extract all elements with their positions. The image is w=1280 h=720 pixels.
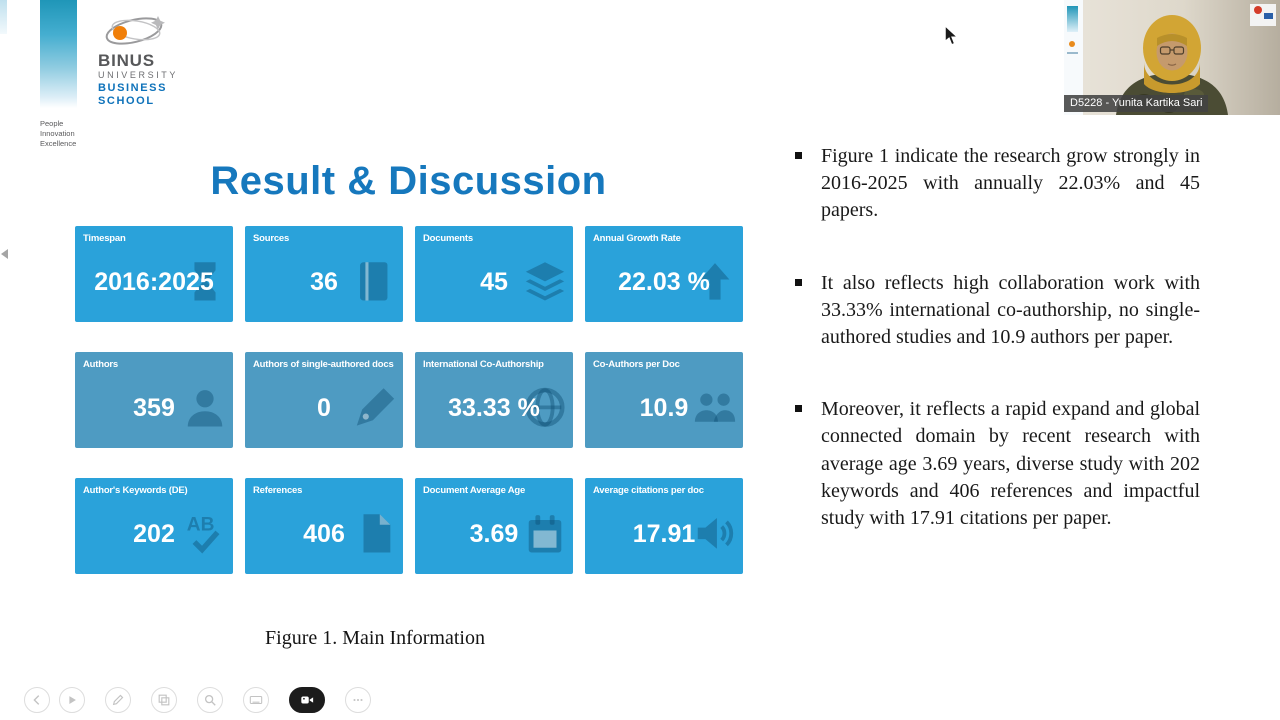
slide-gradient-strip bbox=[40, 0, 77, 108]
stat-card-label: Timespan bbox=[83, 233, 126, 244]
note-bullet-1: Figure 1 indicate the research grow stro… bbox=[793, 143, 1200, 225]
figure-caption: Figure 1. Main Information bbox=[265, 627, 485, 649]
note-bullet-3: Moreover, it reflects a rapid expand and… bbox=[793, 396, 1200, 532]
copy-button[interactable] bbox=[151, 687, 177, 713]
search-button[interactable] bbox=[197, 687, 223, 713]
stat-card-label: Document Average Age bbox=[423, 485, 526, 496]
stat-card-label: Annual Growth Rate bbox=[593, 233, 681, 244]
camera-button[interactable] bbox=[289, 687, 325, 713]
pen-nib-icon bbox=[352, 384, 398, 430]
stat-card-label: Authors of single-authored docs bbox=[253, 359, 394, 370]
logo-text-university: UNIVERSITY bbox=[98, 69, 179, 80]
corner-decoration bbox=[0, 0, 7, 34]
tagline-people: People bbox=[40, 119, 64, 128]
stat-card-label: Average citations per doc bbox=[593, 485, 704, 496]
stat-card-documents: Documents 45 bbox=[415, 226, 573, 322]
webcam-tile[interactable]: D5228 - Yunita Kartika Sari bbox=[1064, 0, 1280, 115]
stat-card-value: 359 bbox=[133, 394, 175, 422]
orbit-logo-icon bbox=[105, 16, 165, 45]
arrow-up-icon bbox=[692, 258, 738, 304]
main-information-grid: Timespan 2016:2025 Sources 36 Documents … bbox=[75, 226, 743, 574]
stat-card-label: Sources bbox=[253, 233, 290, 244]
layers-icon bbox=[522, 258, 568, 304]
tagline-innovation: Innovation bbox=[40, 129, 75, 139]
stat-card-label: International Co-Authorship bbox=[423, 359, 544, 370]
stat-card-coauthors-per-doc: Co-Authors per Doc 10.9 bbox=[585, 352, 743, 448]
stat-card-value: 202 bbox=[133, 520, 175, 548]
logo-text-business: BUSINESS bbox=[98, 81, 168, 94]
users-icon bbox=[692, 384, 738, 430]
anniversary-logo bbox=[1250, 4, 1276, 26]
participant-name-label: D5228 - Yunita Kartika Sari bbox=[1064, 95, 1209, 112]
play-button[interactable] bbox=[59, 687, 85, 713]
stat-card-timespan: Timespan 2016:2025 bbox=[75, 226, 233, 322]
stat-card-annual-growth: Annual Growth Rate 22.03 % bbox=[585, 226, 743, 322]
ellipsis-icon bbox=[353, 698, 363, 702]
notes-list: Figure 1 indicate the research grow stro… bbox=[793, 143, 1200, 577]
stat-card-international-coauthorship: International Co-Authorship 33.33 % bbox=[415, 352, 573, 448]
pen-tool-button[interactable] bbox=[105, 687, 131, 713]
note-bullet-2: It also reflects high collaboration work… bbox=[793, 270, 1200, 352]
stat-card-value: 406 bbox=[303, 520, 345, 548]
play-icon bbox=[69, 696, 76, 704]
copy-icon bbox=[158, 694, 170, 706]
speaker-icon bbox=[692, 510, 738, 556]
mouse-cursor bbox=[944, 24, 959, 51]
stat-card-references: References 406 bbox=[245, 478, 403, 574]
stat-card-average-age: Document Average Age 3.69 bbox=[415, 478, 573, 574]
stat-card-label: Authors bbox=[83, 359, 119, 370]
stat-card-label: Documents bbox=[423, 233, 473, 244]
chevron-left-icon bbox=[33, 695, 40, 705]
stat-card-keywords: Author's Keywords (DE) AB 202 bbox=[75, 478, 233, 574]
stat-card-single-authored: Authors of single-authored docs 0 bbox=[245, 352, 403, 448]
logo-text-school: SCHOOL bbox=[98, 95, 155, 108]
presentation-toolbar bbox=[24, 687, 371, 713]
logo-text-binus: BINUS bbox=[98, 51, 155, 70]
camera-icon bbox=[301, 696, 314, 704]
tagline: People Innovation Excellence bbox=[40, 119, 76, 149]
stat-card-value: 17.91 bbox=[632, 520, 696, 548]
stat-card-label: References bbox=[253, 485, 303, 496]
stat-card-value: 36 bbox=[310, 268, 338, 296]
journal-icon bbox=[352, 258, 398, 304]
person-icon bbox=[182, 384, 228, 430]
stat-card-value: 3.69 bbox=[469, 520, 519, 548]
panel-collapse-handle[interactable] bbox=[1, 245, 13, 263]
search-icon bbox=[204, 694, 216, 706]
tagline-excellence: Excellence bbox=[40, 139, 77, 149]
stat-card-value: 22.03 % bbox=[618, 268, 710, 296]
stat-card-value: 2016:2025 bbox=[94, 268, 214, 296]
keyboard-icon bbox=[249, 695, 263, 705]
screenshare-thumbnail bbox=[1064, 0, 1083, 115]
stat-card-label: Author's Keywords (DE) bbox=[83, 485, 188, 496]
stat-card-value: 0 bbox=[317, 394, 331, 422]
stat-card-label: Co-Authors per Doc bbox=[593, 359, 680, 370]
keywords-ab-icon: AB bbox=[182, 510, 228, 556]
slide-title: Result & Discussion bbox=[210, 158, 607, 203]
previous-slide-button[interactable] bbox=[24, 687, 50, 713]
hourglass-icon bbox=[182, 258, 228, 304]
stat-card-authors: Authors 359 bbox=[75, 352, 233, 448]
binus-logo: BINUS UNIVERSITY BUSINESS SCHOOL bbox=[98, 10, 218, 109]
document-icon bbox=[352, 510, 398, 556]
globe-icon bbox=[522, 384, 568, 430]
stat-card-sources: Sources 36 bbox=[245, 226, 403, 322]
pen-icon bbox=[112, 694, 124, 706]
stat-card-citations: Average citations per doc 17.91 bbox=[585, 478, 743, 574]
stat-card-value: 10.9 bbox=[639, 394, 689, 422]
more-options-button[interactable] bbox=[345, 687, 371, 713]
svg-text:AB: AB bbox=[187, 514, 215, 535]
calendar-icon bbox=[522, 510, 568, 556]
stat-card-value: 33.33 % bbox=[448, 394, 540, 422]
stat-card-value: 45 bbox=[480, 268, 508, 296]
keyboard-button[interactable] bbox=[243, 687, 269, 713]
